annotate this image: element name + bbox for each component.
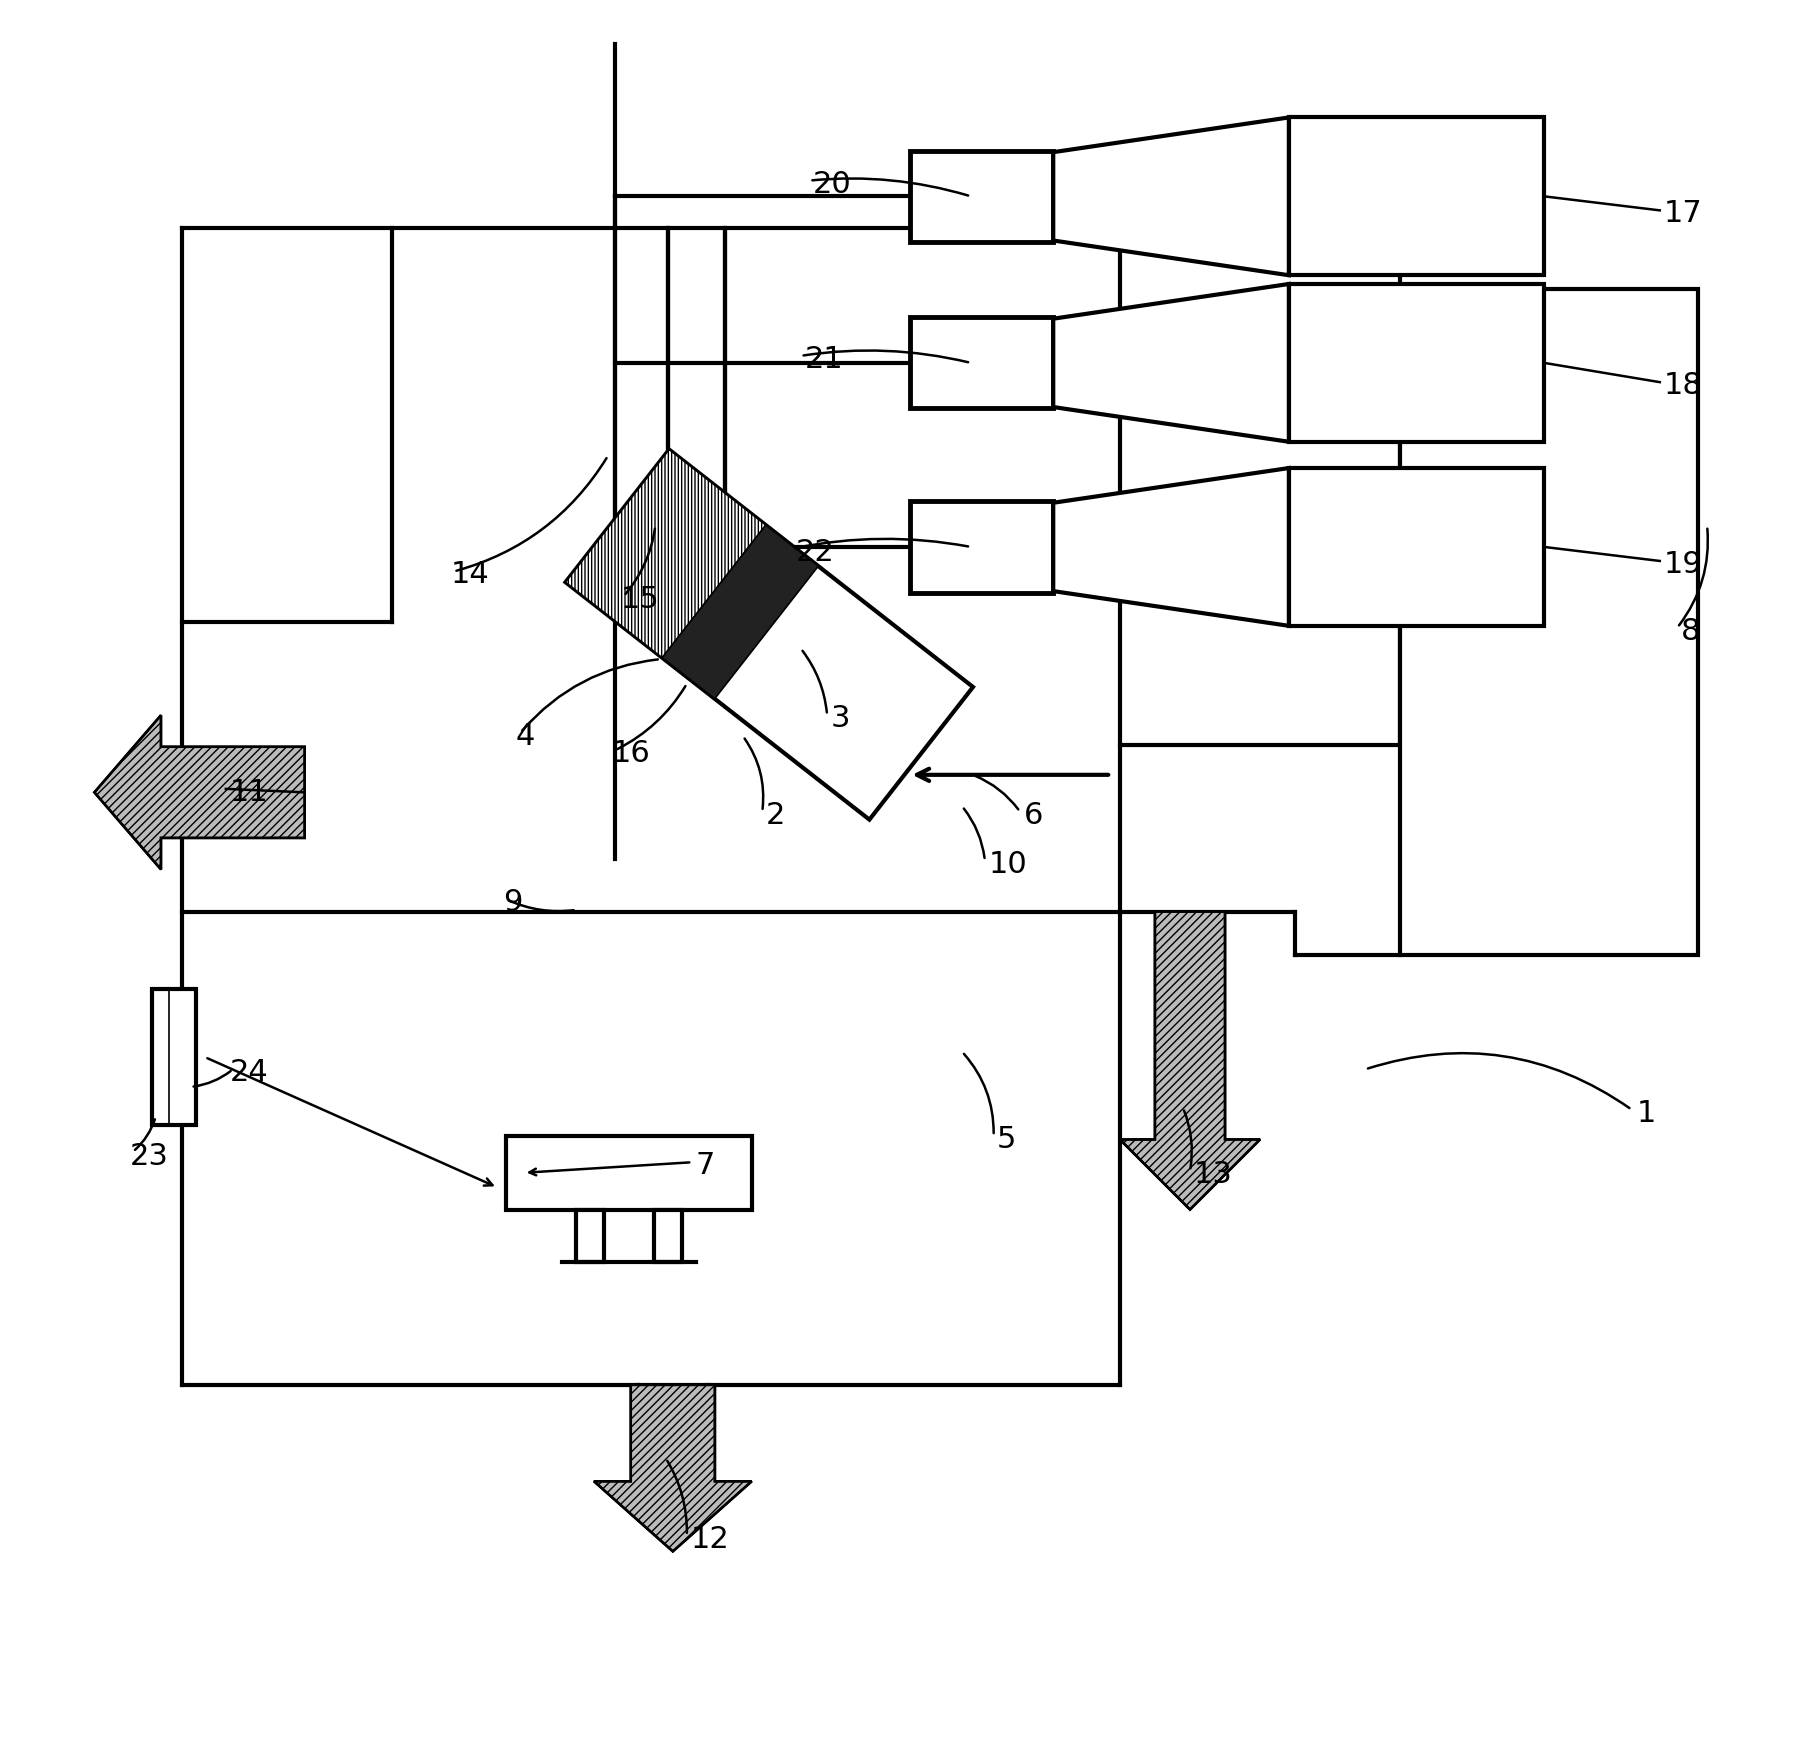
- Text: 23: 23: [129, 1143, 169, 1171]
- Bar: [566, 449, 973, 820]
- Bar: [153, 989, 196, 1125]
- Text: 18: 18: [1663, 372, 1703, 400]
- Text: 9: 9: [502, 889, 522, 917]
- Text: 15: 15: [620, 586, 658, 614]
- Bar: [910, 151, 1053, 242]
- Text: 24: 24: [229, 1059, 267, 1087]
- Polygon shape: [1053, 468, 1290, 626]
- Bar: [910, 501, 1053, 593]
- Text: 7: 7: [695, 1152, 715, 1180]
- Text: 11: 11: [229, 778, 267, 806]
- FancyArrow shape: [595, 1385, 751, 1551]
- Text: 14: 14: [451, 561, 489, 589]
- Polygon shape: [1053, 284, 1290, 442]
- Text: 20: 20: [813, 170, 851, 198]
- Text: 5: 5: [997, 1125, 1017, 1153]
- Bar: [1290, 284, 1544, 442]
- Text: 8: 8: [1681, 617, 1701, 645]
- Text: 10: 10: [988, 850, 1028, 878]
- Polygon shape: [1053, 117, 1290, 275]
- Text: 1: 1: [1637, 1099, 1657, 1127]
- Text: 21: 21: [804, 345, 842, 373]
- Bar: [653, 1210, 682, 1262]
- Bar: [506, 1136, 751, 1210]
- Text: 4: 4: [515, 722, 535, 750]
- Bar: [566, 449, 766, 657]
- FancyArrow shape: [95, 715, 306, 869]
- Bar: [577, 1210, 604, 1262]
- Bar: [1290, 468, 1544, 626]
- FancyArrow shape: [1121, 912, 1261, 1210]
- Bar: [1401, 289, 1699, 955]
- Text: 17: 17: [1663, 200, 1703, 228]
- Text: 2: 2: [766, 801, 786, 829]
- Bar: [662, 526, 819, 699]
- Text: 19: 19: [1663, 550, 1703, 578]
- Bar: [1290, 117, 1544, 275]
- Bar: [910, 317, 1053, 408]
- Text: 13: 13: [1193, 1160, 1231, 1189]
- Text: 3: 3: [831, 705, 849, 733]
- Text: 6: 6: [1024, 801, 1042, 829]
- Text: 22: 22: [795, 538, 835, 566]
- Text: 16: 16: [611, 740, 649, 768]
- Text: 12: 12: [691, 1525, 729, 1553]
